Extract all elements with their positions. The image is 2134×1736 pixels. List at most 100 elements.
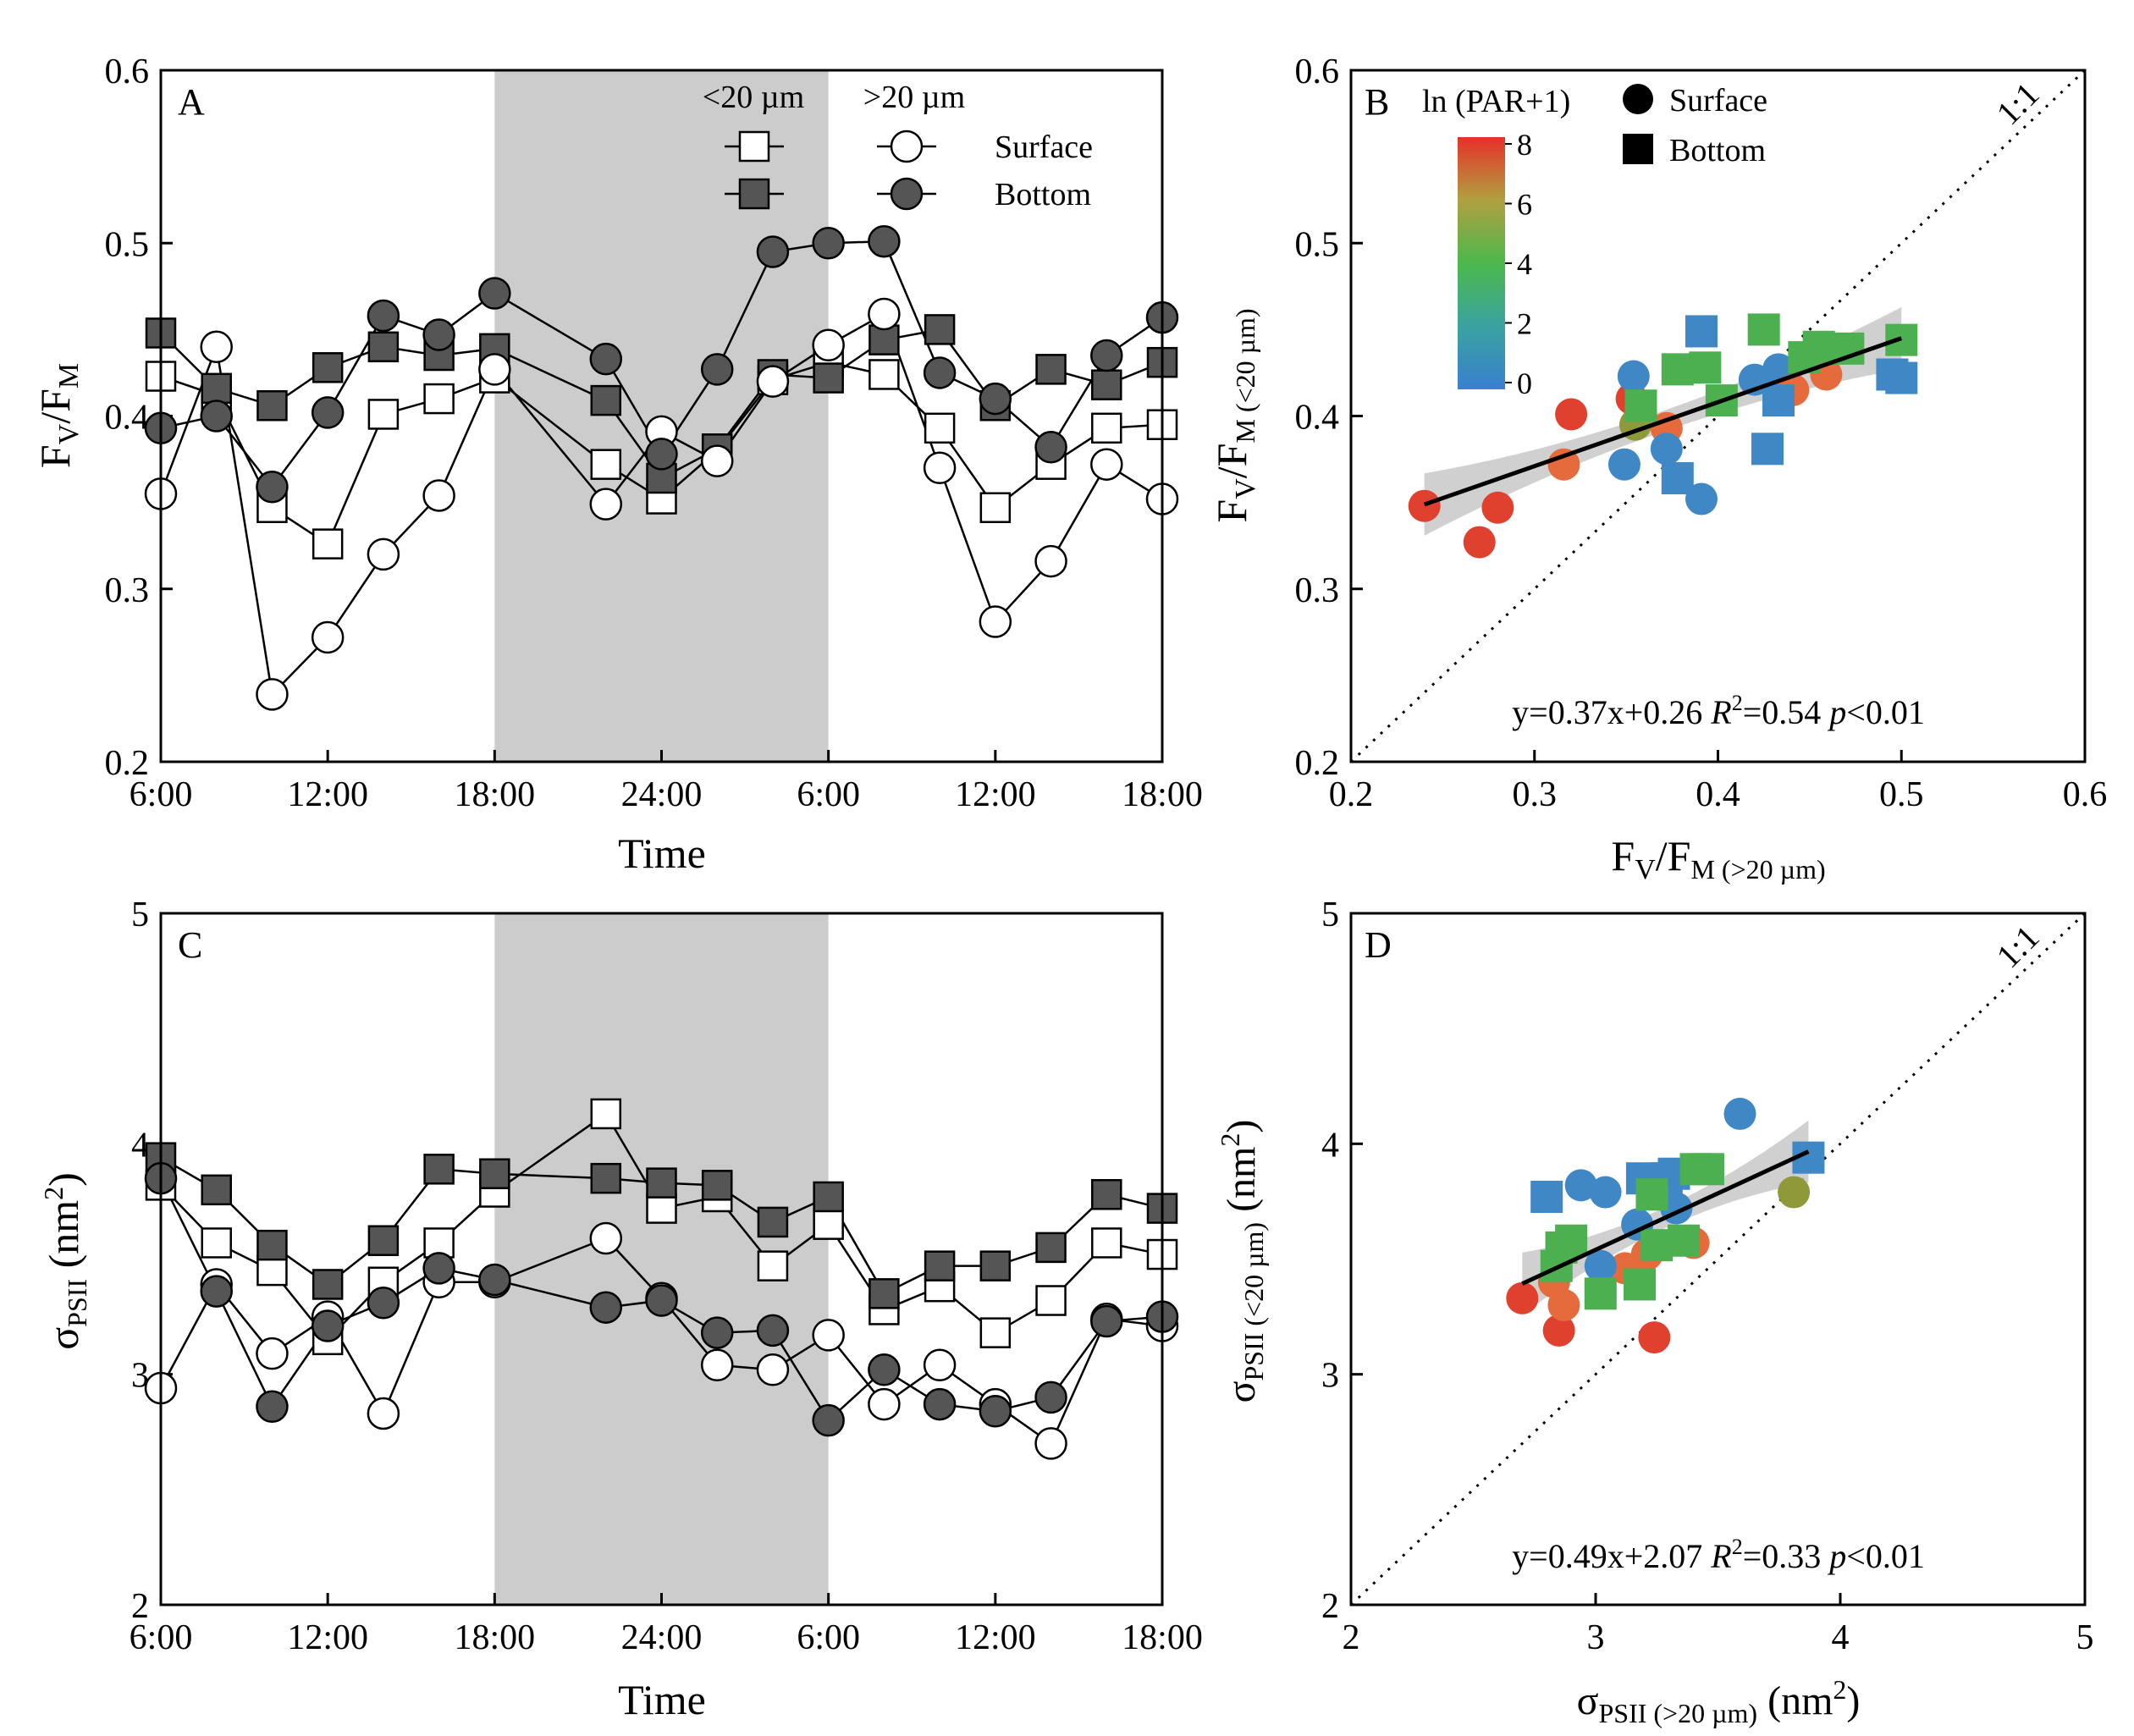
scatter-point-square [1530, 1180, 1563, 1213]
y-tick-label: 2 [1321, 1587, 1339, 1626]
data-marker-circle [868, 224, 901, 258]
x-tick-label: 24:00 [621, 1618, 703, 1657]
scatter-point-square [1751, 433, 1784, 466]
scatter-point-square [1668, 1224, 1701, 1257]
data-marker-square [312, 528, 344, 559]
x-tick-label: 4 [1832, 1618, 1850, 1657]
y-tick-label: 0.5 [105, 225, 150, 264]
data-marker-square [924, 412, 956, 444]
data-marker-square [979, 1317, 1012, 1348]
data-marker-square [367, 331, 400, 363]
scatter-point-square [1747, 313, 1780, 346]
data-marker-circle [200, 400, 233, 433]
scatter-point-circle [1638, 1321, 1671, 1354]
scatter-point-circle [1617, 360, 1650, 393]
data-marker-square [1091, 1227, 1122, 1259]
scatter-point-square [1640, 1229, 1674, 1262]
data-marker-circle [756, 1353, 790, 1386]
legend-square-white [738, 130, 770, 163]
data-marker-square [868, 324, 900, 355]
panel-c-xlabel: Time [618, 1676, 706, 1723]
colorbar-tick-label: 2 [1517, 307, 1532, 341]
x-tick-label: 18:00 [454, 775, 535, 814]
data-marker-circle [812, 328, 845, 362]
data-marker-circle [923, 1348, 957, 1382]
data-marker-square [1091, 412, 1122, 444]
scatter-point-circle [1589, 1176, 1622, 1209]
x-tick-label: 0.3 [1513, 775, 1558, 814]
panel-d-letter: D [1365, 924, 1392, 966]
data-marker-circle [478, 277, 511, 310]
panel-c-frame [159, 912, 1164, 1606]
data-marker-circle [589, 342, 623, 376]
y-tick-label: 5 [131, 896, 149, 934]
panel-b-x-ticks: 0.2 0.3 0.4 0.5 0.6 [1329, 750, 2107, 814]
panel-d-ylabel: σPSII (<20 µm) (nm2) [1215, 1120, 1269, 1403]
y-tick-label: 0.3 [1295, 571, 1340, 610]
data-marker-square [757, 1206, 789, 1238]
data-marker-square [979, 1250, 1012, 1281]
x-tick-label: 6:00 [130, 775, 193, 814]
panel-b-colorbar: ln (PAR+1) 0 2 4 6 8 [1422, 84, 1570, 400]
colorbar-title: ln (PAR+1) [1422, 84, 1570, 119]
data-marker-circle [478, 1263, 511, 1297]
x-tick-label: 12:00 [955, 1618, 1036, 1657]
scatter-point-circle [1607, 448, 1640, 481]
data-marker-circle [979, 1394, 1012, 1428]
data-marker-circle [1090, 1304, 1123, 1338]
data-marker-square [590, 1098, 622, 1130]
panel-b-letter: B [1365, 81, 1389, 123]
data-marker-circle [979, 382, 1012, 416]
scatter-point-square [1885, 361, 1918, 394]
panel-b: 0.2 0.3 0.4 0.5 0.6 0.2 0.3 0.4 0.5 0.6 B 1:1 ln… [1208, 52, 2107, 885]
data-marker-circle [200, 1275, 233, 1308]
data-marker-circle [256, 1336, 289, 1370]
scatter-point-square [1691, 1153, 1724, 1186]
panel-b-fit-line [1423, 336, 1903, 507]
data-marker-circle [589, 488, 623, 521]
data-marker-circle [1034, 431, 1067, 464]
data-marker-circle [478, 353, 511, 386]
panel-b-points [1408, 313, 1918, 559]
data-marker-circle [700, 1316, 734, 1349]
data-marker-circle [256, 678, 289, 711]
panel-c-letter: C [178, 924, 202, 966]
data-marker-square [1091, 1178, 1122, 1210]
data-marker-circle [756, 235, 790, 268]
colorbar-tick-label: 6 [1517, 188, 1532, 222]
data-marker-square [312, 352, 344, 383]
x-tick-label: 12:00 [287, 1618, 368, 1657]
data-marker-circle [1034, 1381, 1067, 1414]
y-tick-label: 0.2 [105, 744, 150, 783]
data-marker-square [1035, 1285, 1067, 1316]
x-tick-label: 24:00 [621, 775, 703, 814]
panel-d-frame [1349, 912, 2087, 1606]
data-marker-circle [589, 1221, 623, 1255]
colorbar-tick-label: 4 [1517, 247, 1532, 281]
legend-circle-dark [890, 177, 924, 211]
data-marker-square [868, 359, 900, 390]
panel-b-xlabel: FV/FM (>20 µm) [1611, 832, 1825, 885]
y-tick-label: 0.2 [1295, 744, 1340, 783]
data-marker-square [757, 1250, 789, 1281]
panel-c-x-ticks: 6:00 12:00 18:00 24:00 6:00 12:00 18:00 [130, 1593, 1203, 1657]
data-marker-square [979, 492, 1012, 524]
legend-b-surface-label: Surface [1669, 83, 1767, 118]
scatter-point-circle [1481, 491, 1514, 524]
x-tick-label: 6:00 [797, 775, 860, 814]
data-marker-circle [812, 1403, 845, 1437]
y-tick-label: 0.4 [105, 399, 150, 438]
y-tick-label: 4 [1321, 1126, 1339, 1165]
panel-d-x-ticks: 2 3 4 5 [1343, 1593, 2094, 1657]
data-marker-square [924, 1250, 956, 1281]
data-marker-circle [868, 297, 901, 331]
data-marker-square [590, 1162, 622, 1194]
scatter-point-circle [1463, 526, 1496, 559]
scatter-point-circle [1547, 448, 1580, 481]
scatter-point-circle [1506, 1281, 1539, 1314]
data-marker-circle [700, 1348, 734, 1382]
panel-a-y-ticks: 0.2 0.3 0.4 0.5 0.6 [105, 52, 173, 783]
data-marker-square [201, 1174, 232, 1206]
panel-a-x-ticks: 6:00 12:00 18:00 24:00 6:00 12:00 18:00 [130, 750, 1203, 814]
data-marker-circle [756, 1314, 790, 1347]
